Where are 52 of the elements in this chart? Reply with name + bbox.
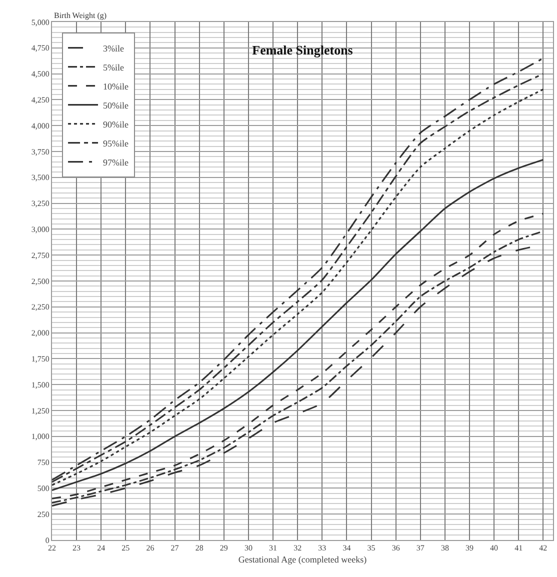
x-tick-label: 22 (48, 544, 56, 553)
legend-label: 10%ile (103, 81, 129, 92)
y-tick-label: 2,000 (31, 328, 50, 338)
y-tick-label: 500 (37, 484, 50, 493)
legend-label: 50%ile (103, 100, 129, 110)
x-tick-label: 28 (195, 544, 204, 553)
y-tick-label: 1,500 (31, 380, 50, 390)
x-tick-label: 41 (514, 544, 523, 553)
text: Female Singletons (252, 42, 353, 58)
y-tick-label: 4,000 (31, 121, 50, 130)
legend-label: 90%ile (103, 119, 129, 130)
x-tick-label: 26 (146, 544, 154, 553)
x-tick-label: 35 (367, 544, 376, 553)
x-tick-label: 30 (244, 544, 252, 553)
y-tick-label: 250 (37, 510, 50, 519)
y-tick-label: 2,250 (31, 302, 50, 312)
x-axis-title: Gestational Age (completed weeks) (238, 554, 367, 564)
y-tick-label: 1,250 (31, 406, 50, 416)
x-tick-label: 39 (466, 544, 474, 553)
x-tick-label: 29 (220, 544, 228, 553)
y-tick-label: 3,000 (31, 225, 50, 234)
y-axis-title: Birth Weight (g) (54, 11, 107, 20)
x-tick-label: 36 (392, 544, 400, 553)
y-tick-label: 3,500 (31, 173, 50, 182)
x-tick-label: 33 (318, 544, 326, 553)
legend-label: 97%ile (103, 157, 129, 168)
x-tick-label: 42 (539, 544, 548, 553)
y-tick-label: 5,000 (31, 18, 50, 27)
x-tick-label: 40 (490, 544, 498, 553)
legend-label: 3%ile (103, 43, 124, 54)
legend-label: 95%ile (103, 138, 129, 148)
x-tick-label: 32 (294, 544, 302, 553)
y-tick-label: 4,500 (31, 70, 50, 79)
x-tick-label: 27 (170, 544, 179, 553)
x-tick-label: 24 (97, 544, 106, 553)
y-tick-label: 750 (37, 458, 50, 468)
x-tick-label: 31 (269, 544, 278, 553)
legend-label: 5%ile (103, 62, 124, 72)
y-tick-label: 3,750 (31, 147, 50, 156)
x-tick-label: 34 (342, 544, 351, 553)
x-tick-label: 38 (440, 544, 449, 553)
y-tick-label: 4,750 (31, 44, 50, 53)
x-tick-label: 23 (72, 544, 81, 553)
y-tick-label: 1,000 (31, 432, 50, 442)
y-tick-label: 1,750 (31, 354, 50, 364)
y-tick-label: 2,750 (31, 250, 50, 260)
y-tick-label: 0 (45, 536, 50, 545)
y-tick-label: 4,250 (31, 96, 50, 104)
y-tick-label: 3,250 (31, 199, 50, 208)
x-tick-label: 25 (122, 544, 130, 553)
x-tick-label: 37 (416, 544, 424, 553)
y-tick-label: 2,500 (31, 276, 50, 286)
